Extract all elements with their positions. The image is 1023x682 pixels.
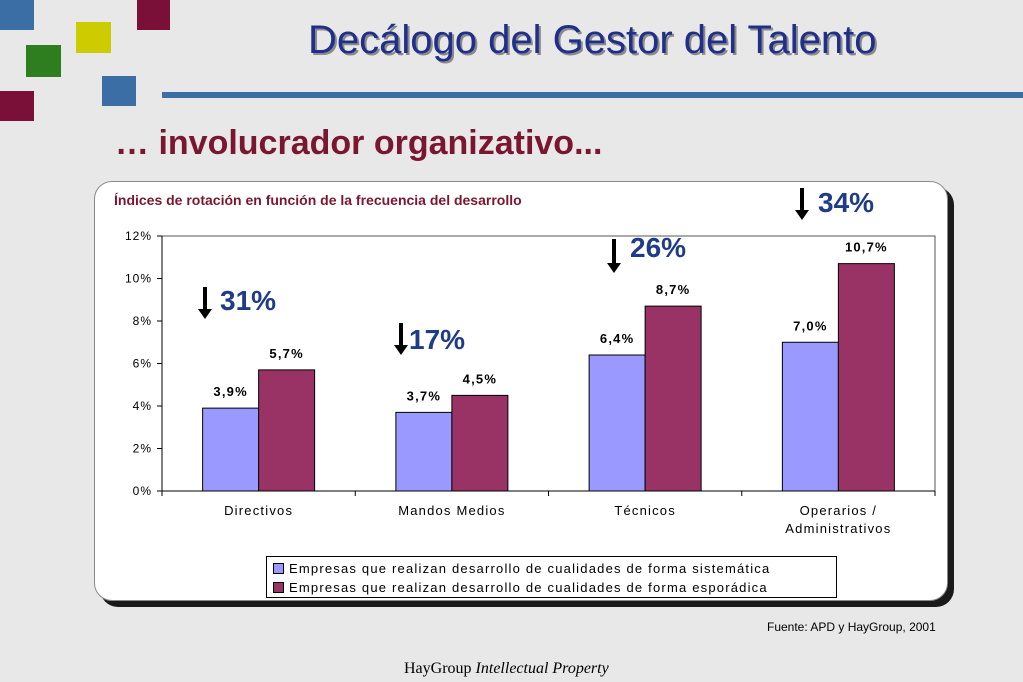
source-note: Fuente: APD y HayGroup, 2001: [767, 620, 936, 634]
legend-swatch-sporadic: [273, 581, 284, 593]
bar: [395, 411, 453, 492]
decor-square-yellow: [76, 22, 111, 53]
decor-square-blue-1: [0, 0, 34, 30]
x-tick-label: Administrativos: [785, 521, 891, 536]
bar: [258, 369, 316, 492]
bar: [781, 341, 839, 492]
y-tick-label: 2%: [133, 442, 152, 456]
reduction-label-directivos: 31%: [220, 285, 277, 316]
footer-tagline: Intellectual Property: [475, 660, 609, 677]
data-label: 7,0%: [793, 318, 827, 333]
decor-square-blue-2: [102, 76, 136, 106]
data-label: 4,5%: [463, 371, 497, 386]
page-title: Decálogo del Gestor del Talento: [308, 18, 877, 62]
reduction-label-tecnicos: 26%: [630, 232, 687, 263]
y-tick-label: 10%: [125, 272, 152, 286]
legend-entry-sporadic: Empresas que realizan desarrollo de cual…: [273, 578, 768, 596]
data-label: 3,7%: [407, 388, 441, 403]
data-label: 8,7%: [656, 282, 690, 297]
legend-swatch-systematic: [273, 562, 284, 574]
legend-label-sporadic: Empresas que realizan desarrollo de cual…: [289, 579, 768, 595]
bar: [588, 354, 646, 492]
down-arrow-icon: [795, 188, 809, 220]
data-label: 5,7%: [269, 346, 303, 361]
reduction-label-operarios: 34%: [818, 187, 875, 218]
x-tick-label: Mandos Medios: [398, 503, 505, 518]
decor-square-maroon-1: [137, 0, 170, 30]
x-tick-label: Técnicos: [614, 503, 676, 518]
bar: [837, 263, 895, 492]
x-tick-label: Operarios /: [800, 503, 878, 518]
x-tick-label: Directivos: [224, 503, 293, 518]
y-tick-label: 4%: [133, 399, 152, 413]
down-arrow-icon: [198, 287, 212, 319]
reduction-label-mandos-medios: 17%: [409, 324, 466, 355]
chart-legend: Empresas que realizan desarrollo de cual…: [266, 556, 837, 598]
decor-square-green: [26, 45, 61, 77]
footer: HayGroup Intellectual Property: [404, 660, 609, 678]
bar-chart: 0% 2% 4% 6% 8% 10% 12% Directivos 3,9% 5,7% Mandos…: [125, 229, 936, 536]
y-tick-label: 12%: [125, 229, 152, 243]
down-arrow-icon: [394, 323, 408, 355]
y-tick-label: 0%: [133, 484, 152, 498]
data-label: 6,4%: [600, 331, 634, 346]
bar: [644, 305, 702, 492]
decor-square-maroon-2: [0, 91, 34, 121]
data-label: 10,7%: [845, 240, 888, 255]
chart-title: Índices de rotación en función de la fre…: [114, 192, 522, 208]
data-label: 3,9%: [213, 384, 247, 399]
bar: [451, 394, 509, 492]
bar: [202, 407, 260, 492]
down-arrow-icon: [607, 239, 621, 273]
y-tick-label: 6%: [133, 357, 152, 371]
legend-entry-systematic: Empresas que realizan desarrollo de cual…: [273, 559, 770, 577]
legend-label-systematic: Empresas que realizan desarrollo de cual…: [289, 560, 771, 576]
title-divider: [162, 92, 1023, 98]
footer-brand: HayGroup: [404, 660, 472, 677]
y-tick-label: 8%: [133, 314, 152, 328]
page-subtitle: … involucrador organizativo...: [115, 124, 603, 162]
